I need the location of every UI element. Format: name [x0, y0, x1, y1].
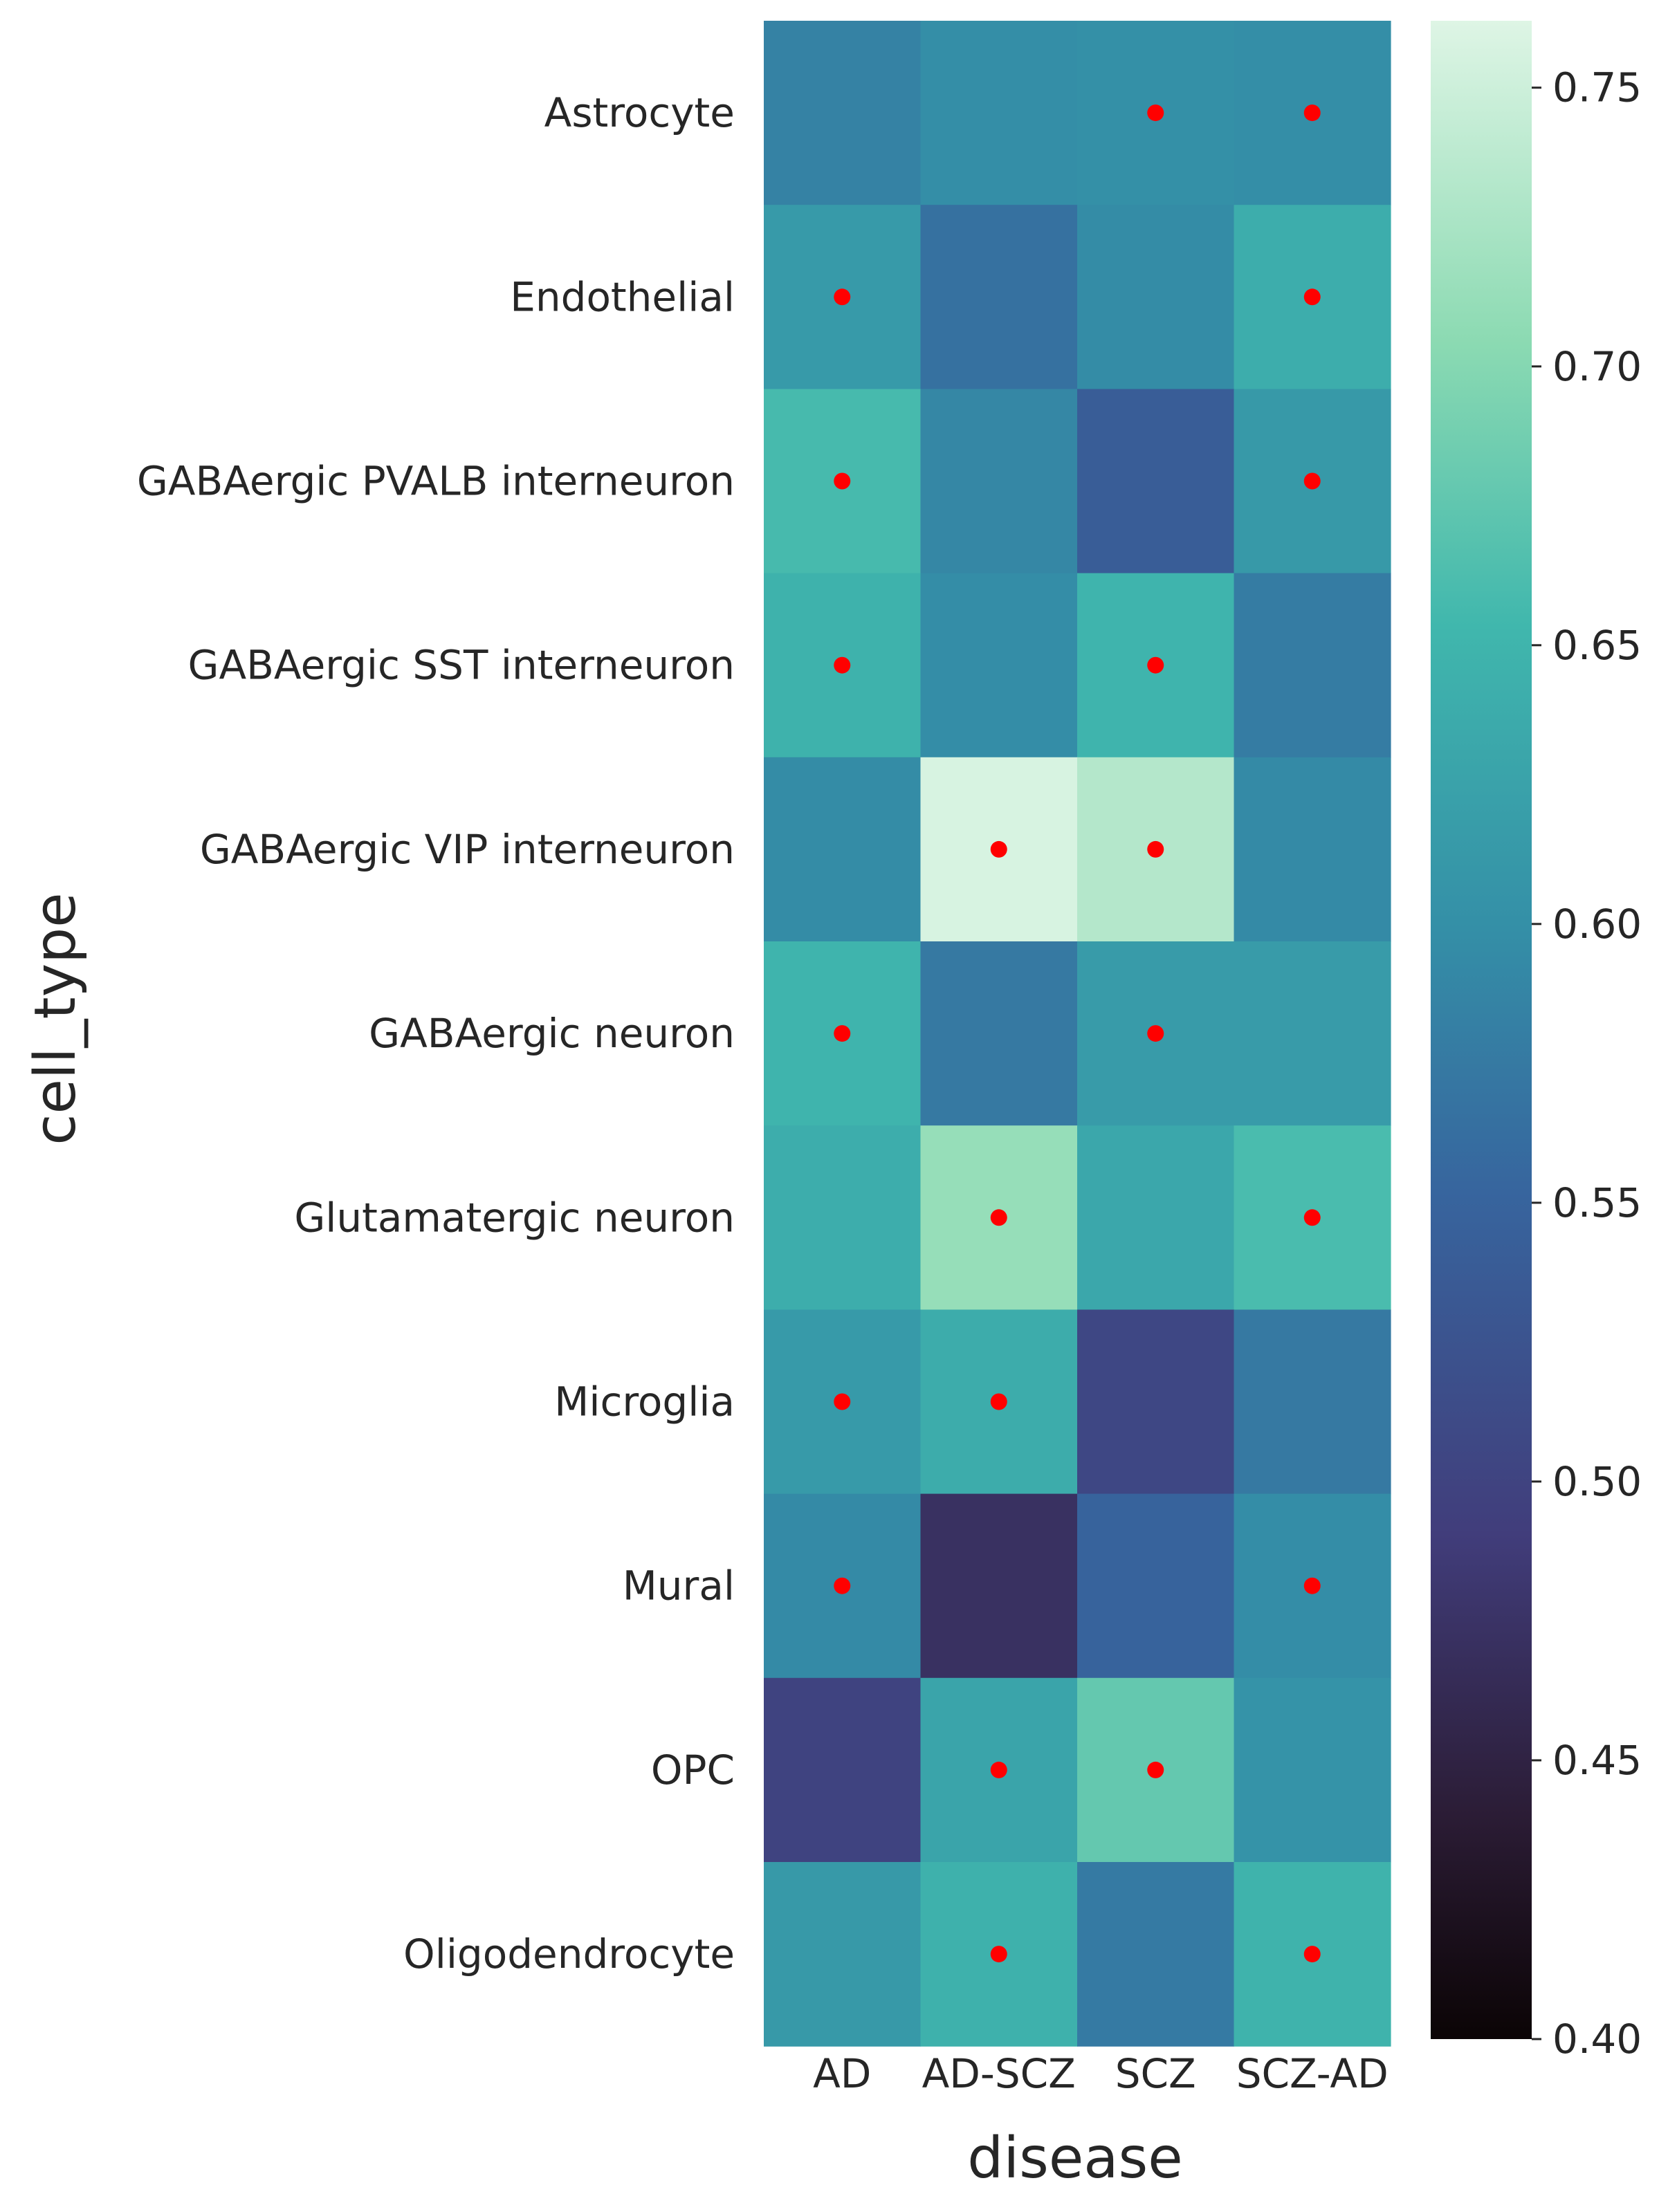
- significance-dot: [1147, 1025, 1164, 1042]
- colorbar-tick-label: 0.55: [1552, 1179, 1642, 1226]
- x-tick-label: SCZ: [1115, 2050, 1196, 2097]
- heatmap-cell: [1234, 573, 1391, 758]
- significance-dot: [834, 656, 851, 674]
- heatmap-cell: [1234, 757, 1391, 942]
- heatmap-cell: [1234, 941, 1391, 1126]
- significance-dot: [834, 1025, 851, 1042]
- y-tick-label: GABAergic VIP interneuron: [200, 826, 735, 873]
- heatmap-cell: [920, 205, 1078, 389]
- y-tick-label: Glutamatergic neuron: [294, 1194, 735, 1241]
- colorbar-tick-label: 0.75: [1552, 64, 1642, 111]
- heatmap-cells: [764, 21, 1391, 2047]
- significance-dot: [834, 472, 851, 490]
- significance-dot: [990, 1946, 1007, 1963]
- colorbar: [1431, 21, 1532, 2039]
- significance-dot: [1303, 1209, 1321, 1226]
- significance-dot: [1303, 1946, 1321, 1963]
- significance-dot: [1303, 472, 1321, 490]
- colorbar-tick-label: 0.60: [1552, 901, 1642, 948]
- heatmap-cell: [920, 941, 1078, 1126]
- y-tick-label: Mural: [623, 1563, 735, 1610]
- x-tick-labels: AD AD-SCZ SCZ SCZ-AD: [813, 2050, 1389, 2097]
- y-axis-title: cell_type: [23, 892, 89, 1145]
- colorbar-tick-label: 0.70: [1552, 343, 1642, 390]
- heatmap-cell: [1077, 1493, 1235, 1679]
- significance-dot: [990, 1393, 1007, 1410]
- significance-dot: [1147, 656, 1164, 674]
- y-tick-label: Oligodendrocyte: [403, 1930, 735, 1978]
- colorbar-tick-label: 0.45: [1552, 1737, 1642, 1784]
- heatmap-cell: [920, 1493, 1078, 1679]
- heatmap-cell: [1234, 1309, 1391, 1495]
- colorbar-tick-label: 0.50: [1552, 1458, 1642, 1505]
- heatmap-cell: [764, 1125, 922, 1310]
- heatmap-cell: [1077, 1125, 1235, 1310]
- significance-dot: [834, 288, 851, 306]
- significance-dot: [1147, 104, 1164, 122]
- heatmap-cell: [920, 573, 1078, 758]
- heatmap-cell: [920, 389, 1078, 574]
- y-tick-label: Astrocyte: [544, 89, 735, 136]
- heatmap-cell: [764, 1862, 922, 2047]
- significance-markers: [834, 104, 1321, 1963]
- y-tick-label: Endothelial: [510, 273, 735, 320]
- y-tick-label: OPC: [651, 1746, 735, 1794]
- significance-dot: [1303, 104, 1321, 122]
- x-tick-label: SCZ-AD: [1236, 2050, 1389, 2097]
- significance-dot: [1147, 840, 1164, 858]
- heatmap-cell: [920, 21, 1078, 205]
- heatmap-cell: [764, 21, 922, 205]
- colorbar-tick-label: 0.65: [1552, 622, 1642, 669]
- y-tick-label: GABAergic neuron: [369, 1010, 735, 1057]
- y-tick-label: GABAergic PVALB interneuron: [137, 458, 735, 505]
- significance-dot: [990, 1209, 1007, 1226]
- heatmap-cell: [1077, 205, 1235, 389]
- y-tick-label: GABAergic SST interneuron: [188, 642, 735, 689]
- heatmap-cell: [1077, 1862, 1235, 2047]
- significance-dot: [834, 1393, 851, 1410]
- significance-dot: [1147, 1761, 1164, 1778]
- heatmap-cell: [1077, 389, 1235, 574]
- colorbar-ticks: 0.40 0.45 0.50 0.55 0.60 0.65 0.70 0.75: [1532, 64, 1642, 2063]
- significance-dot: [834, 1577, 851, 1594]
- x-tick-label: AD: [813, 2050, 871, 2097]
- significance-dot: [990, 840, 1007, 858]
- x-tick-label: AD-SCZ: [922, 2050, 1076, 2097]
- heatmap-cell: [764, 757, 922, 942]
- x-axis-title: disease: [967, 2126, 1182, 2191]
- significance-dot: [990, 1761, 1007, 1778]
- heatmap-cell: [1077, 1309, 1235, 1495]
- significance-dot: [1303, 288, 1321, 306]
- heatmap-cell: [764, 1677, 922, 1863]
- significance-dot: [1303, 1577, 1321, 1594]
- colorbar-tick-label: 0.40: [1552, 2016, 1642, 2063]
- y-tick-label: Microglia: [554, 1379, 735, 1426]
- y-tick-labels: Astrocyte Endothelial GABAergic PVALB inte…: [137, 89, 735, 1978]
- heatmap-cell: [1234, 1677, 1391, 1863]
